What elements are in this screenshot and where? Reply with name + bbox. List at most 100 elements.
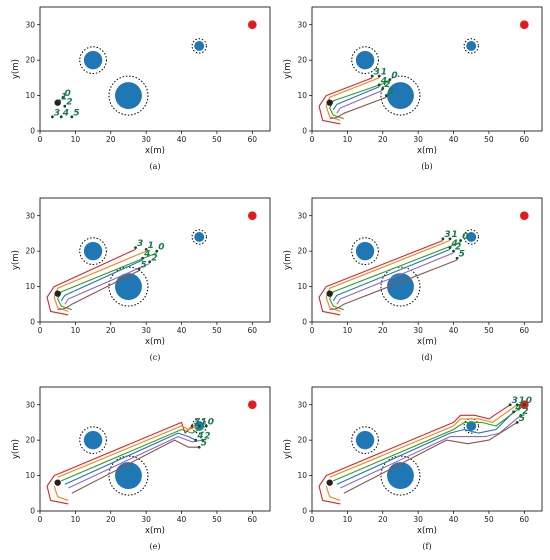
y-tick-label: 20 — [297, 436, 307, 445]
trajectory-line — [71, 439, 200, 494]
goal-point — [520, 20, 529, 30]
trajectory-line — [329, 80, 390, 120]
agent-point — [144, 247, 148, 251]
agent-point — [377, 83, 381, 87]
x-tick-label: 10 — [343, 135, 353, 144]
agent-label: 2 — [522, 407, 528, 417]
y-tick-label: 30 — [25, 20, 35, 29]
x-tick-label: 10 — [343, 326, 353, 335]
trajectory-line — [336, 252, 454, 305]
y-tick-label: 30 — [25, 400, 35, 409]
agent-point — [522, 403, 526, 407]
agent-label: 1 — [381, 68, 387, 78]
x-tick-label: 20 — [378, 135, 388, 144]
y-tick-label: 0 — [302, 318, 307, 327]
y-tick-label: 0 — [30, 507, 35, 516]
agent-point — [455, 256, 459, 260]
y-tick-label: 10 — [25, 282, 35, 291]
agent-point — [137, 267, 141, 271]
y-axis-label: y(m) — [283, 250, 293, 270]
trajectory-line — [336, 89, 384, 114]
panel-caption: (c) — [150, 353, 161, 362]
x-tick-label: 30 — [413, 135, 423, 144]
agent-point — [381, 87, 385, 90]
obstacle — [355, 241, 375, 261]
y-axis-label: y(m) — [11, 59, 21, 79]
trajectory-line — [343, 421, 518, 494]
trajectory-line — [57, 425, 200, 478]
start-point — [54, 479, 61, 486]
agent-label: 1 — [201, 417, 207, 427]
obstacle-safety-ring — [191, 38, 207, 54]
x-axis-label: x(m) — [417, 337, 437, 347]
agent-label: 3 — [444, 230, 450, 240]
x-tick-label: 50 — [212, 326, 222, 335]
x-tick-label: 60 — [520, 135, 530, 144]
y-tick-label: 0 — [302, 127, 307, 136]
obstacle — [355, 50, 375, 70]
agent-point — [197, 424, 201, 428]
x-axis-label: x(m) — [417, 526, 437, 536]
trajectory-line — [340, 414, 522, 489]
agent-point — [384, 94, 388, 97]
agent-point — [58, 99, 61, 103]
trajectory-line — [329, 259, 458, 311]
goal-point — [248, 211, 257, 221]
agent-label: 2 — [384, 80, 390, 90]
trajectory-line — [325, 404, 511, 477]
agent-point — [70, 115, 74, 119]
agent-label: 5 — [73, 108, 79, 118]
agent-point — [388, 78, 392, 82]
agent-point — [515, 421, 519, 424]
trajectory-line — [325, 239, 451, 312]
axes-frame — [311, 6, 543, 132]
y-axis-label: y(m) — [283, 59, 293, 79]
trajectory-line — [332, 404, 525, 482]
agent-label: 3 — [374, 68, 380, 78]
agent-point — [197, 445, 201, 449]
x-tick-label: 50 — [484, 135, 494, 144]
obstacle — [387, 82, 414, 110]
obstacle-safety-ring — [463, 38, 479, 54]
agent-point — [50, 115, 54, 119]
trajectory-line — [329, 241, 461, 311]
agent-label: 2 — [66, 98, 72, 108]
x-axis-label: x(m) — [145, 526, 165, 536]
y-tick-label: 0 — [302, 507, 307, 516]
y-tick-label: 10 — [25, 91, 35, 100]
axes-frame — [39, 386, 271, 512]
agent-point — [134, 246, 137, 250]
obstacle — [194, 232, 205, 242]
x-tick-label: 20 — [106, 326, 116, 335]
x-tick-label: 40 — [177, 515, 187, 524]
agent-point — [194, 438, 198, 442]
y-tick-label: 20 — [297, 56, 307, 65]
agent-label: 0 — [65, 89, 71, 99]
y-axis-label: y(m) — [283, 439, 293, 459]
axes-frame — [39, 197, 271, 323]
agent-label: 4 — [380, 76, 387, 86]
x-tick-label: 60 — [520, 326, 530, 335]
x-tick-label: 0 — [310, 515, 315, 524]
obstacle-safety-ring — [108, 75, 149, 116]
trajectory-line — [332, 86, 380, 111]
obstacle — [466, 41, 477, 51]
y-tick-label: 0 — [30, 127, 35, 136]
panel-caption: (a) — [149, 162, 160, 171]
agent-label: 3 — [54, 108, 60, 118]
obstacle — [115, 82, 142, 110]
agent-label: 3 — [512, 396, 518, 406]
trajectory-line — [329, 404, 518, 478]
trajectory-line — [318, 239, 444, 316]
x-axis-label: x(m) — [145, 337, 165, 347]
obstacle — [466, 232, 477, 242]
x-tick-label: 60 — [248, 515, 258, 524]
x-tick-label: 20 — [378, 326, 388, 335]
agent-label: 1 — [452, 230, 458, 240]
x-tick-label: 0 — [310, 326, 315, 335]
trajectory-line — [68, 436, 203, 489]
